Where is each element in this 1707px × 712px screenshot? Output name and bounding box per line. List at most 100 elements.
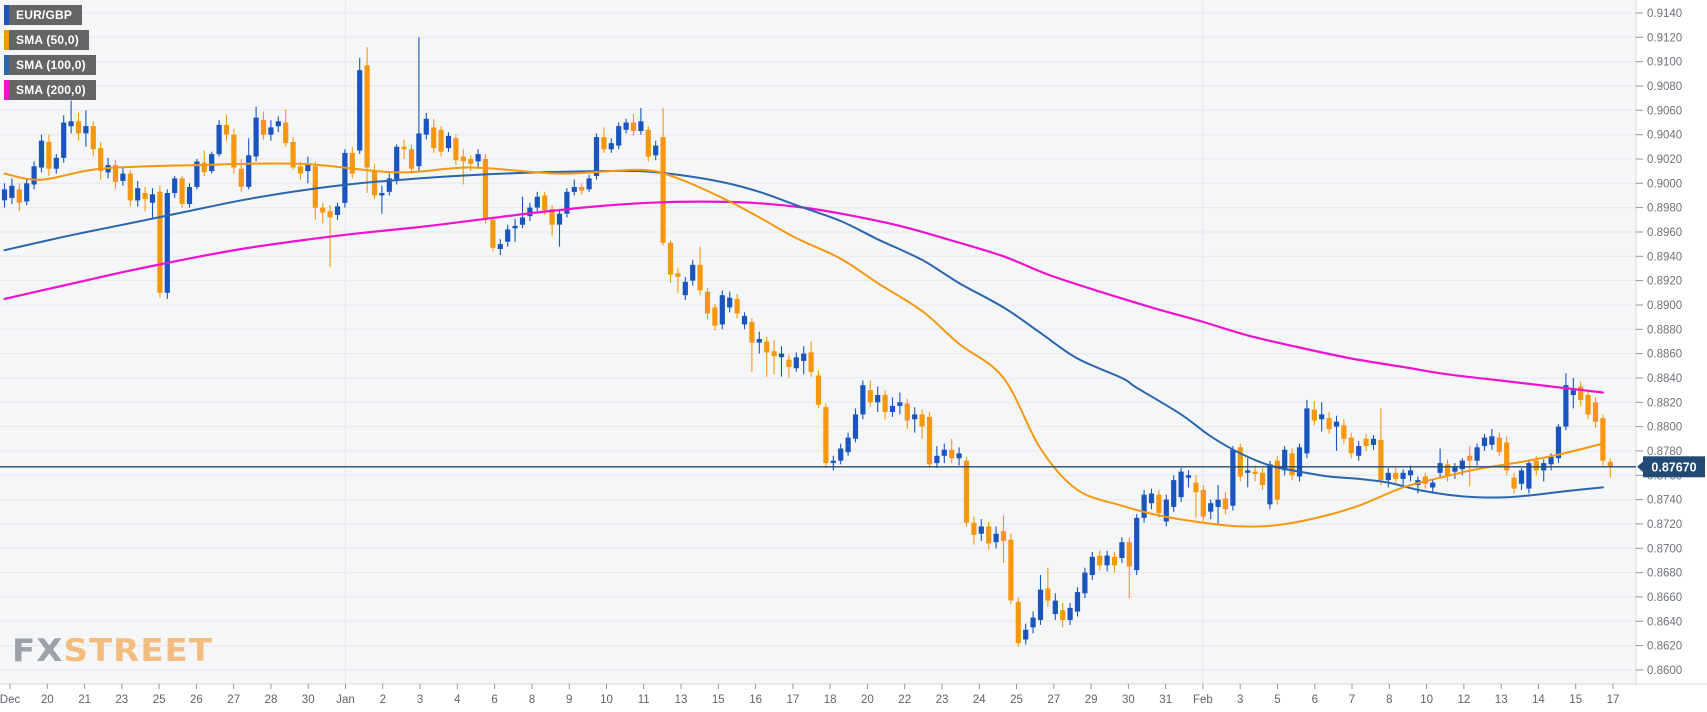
- candle-body: [934, 455, 940, 464]
- candle-body: [1511, 477, 1517, 489]
- time-tick-label: 13: [1495, 694, 1508, 706]
- candle-body: [1089, 556, 1095, 575]
- candle-body: [1563, 385, 1569, 427]
- candle-body: [401, 146, 407, 150]
- candle-body: [453, 138, 459, 161]
- candle-body: [1311, 409, 1317, 421]
- candle-body: [667, 242, 674, 275]
- candle-body: [579, 187, 585, 191]
- candle-body: [1015, 601, 1021, 644]
- candle-body: [1504, 442, 1510, 471]
- candle-body: [956, 453, 962, 459]
- sma50-line: [3, 162, 1604, 528]
- candle-body: [1474, 447, 1480, 461]
- candle-body: [919, 414, 925, 427]
- candle-body: [645, 129, 651, 157]
- candle-body: [246, 155, 252, 187]
- legend-item-sma100[interactable]: SMA (100,0): [4, 55, 96, 75]
- price-tick-label: 0.8740: [1647, 495, 1682, 507]
- candle-body: [1156, 494, 1162, 513]
- candle-body: [1074, 592, 1081, 612]
- candle-body: [327, 211, 333, 218]
- candle-body: [61, 122, 67, 158]
- candle-body: [364, 65, 370, 168]
- candle-body: [1252, 471, 1258, 474]
- candle-body: [926, 416, 933, 465]
- candle-body: [83, 126, 89, 134]
- candle-body: [268, 127, 274, 135]
- candle-body: [164, 193, 170, 293]
- candle-body: [1141, 494, 1147, 518]
- candle-body: [756, 339, 762, 343]
- candle-body: [1326, 418, 1332, 429]
- candle-body: [1304, 408, 1310, 454]
- candle-body: [1289, 453, 1295, 476]
- candle-body: [186, 187, 193, 204]
- candle-body: [1060, 610, 1066, 620]
- candle-body: [1467, 455, 1473, 461]
- legend-item-symbol[interactable]: EUR/GBP: [4, 5, 96, 25]
- candle-body: [408, 149, 415, 169]
- candle-body: [882, 395, 888, 412]
- candle-body: [993, 533, 999, 543]
- candle-body: [986, 526, 992, 544]
- candle-body: [941, 449, 947, 456]
- time-tick-label: 20: [861, 694, 874, 706]
- candle-body: [1111, 556, 1118, 566]
- time-tick-label: 4: [454, 694, 461, 706]
- time-tick-label: 9: [566, 694, 572, 706]
- candle-body: [1481, 437, 1488, 447]
- legend-label: SMA (50,0): [9, 30, 89, 50]
- candle-body: [1134, 517, 1140, 571]
- time-tick-label: 8: [1386, 694, 1392, 706]
- candle-body: [1237, 447, 1243, 477]
- legend-item-sma50[interactable]: SMA (50,0): [4, 30, 96, 50]
- candle-body: [1333, 421, 1340, 427]
- price-tick-label: 0.9120: [1647, 32, 1682, 44]
- price-tick-label: 0.8680: [1647, 568, 1682, 580]
- candle-body: [801, 353, 807, 361]
- price-tick-label: 0.8600: [1647, 665, 1682, 677]
- candle-body: [971, 522, 977, 535]
- legend-item-sma200[interactable]: SMA (200,0): [4, 80, 96, 100]
- fxstreet-logo-street: STREET: [63, 632, 213, 670]
- price-tick-label: 0.9100: [1647, 57, 1682, 69]
- candle-body: [1607, 461, 1613, 467]
- price-axis[interactable]: 0.9140 0.9120 0.9100 0.9080 0.9060 0.9040 0.90…: [1636, 8, 1682, 677]
- candle-body: [823, 407, 829, 464]
- candle-body: [838, 448, 844, 461]
- candle-body: [549, 208, 555, 225]
- candle-body: [1000, 531, 1007, 541]
- candle-body: [68, 121, 74, 127]
- time-tick-label: Dec: [0, 694, 20, 706]
- candle-body: [209, 154, 215, 172]
- time-tick-label: 23: [936, 694, 949, 706]
- candle-body: [771, 351, 777, 357]
- candle-body: [764, 341, 770, 353]
- time-axis[interactable]: Dec 20 21 23 25 26 27 28 30 Jan 2 3 4 6 8 9 10 11 13 15 16 17…: [0, 684, 1619, 706]
- candle-body: [482, 159, 489, 220]
- candle-body: [1193, 482, 1199, 493]
- candle-body: [253, 117, 259, 157]
- candle-body: [1230, 449, 1236, 506]
- candle-body: [1378, 440, 1384, 481]
- candle-body: [912, 414, 918, 420]
- candle-body: [749, 322, 755, 343]
- candle-body: [1459, 460, 1465, 470]
- candle-body: [90, 126, 96, 150]
- candle-body: [542, 195, 548, 211]
- candle-body: [793, 357, 799, 369]
- candle-body: [135, 188, 141, 201]
- time-tick-label: 2: [380, 694, 386, 706]
- candle-body: [1496, 437, 1502, 453]
- candle-body: [867, 390, 873, 403]
- time-tick-label: 3: [417, 694, 423, 706]
- candle-body: [1082, 572, 1088, 594]
- candle-body: [741, 315, 748, 325]
- fxstreet-watermark: FXSTREET: [12, 635, 213, 666]
- price-tick-label: 0.8660: [1647, 592, 1682, 604]
- candle-body: [712, 307, 718, 326]
- candle-body: [1585, 395, 1591, 415]
- chart-legend: EUR/GBP SMA (50,0) SMA (100,0) SMA (200,…: [4, 5, 96, 105]
